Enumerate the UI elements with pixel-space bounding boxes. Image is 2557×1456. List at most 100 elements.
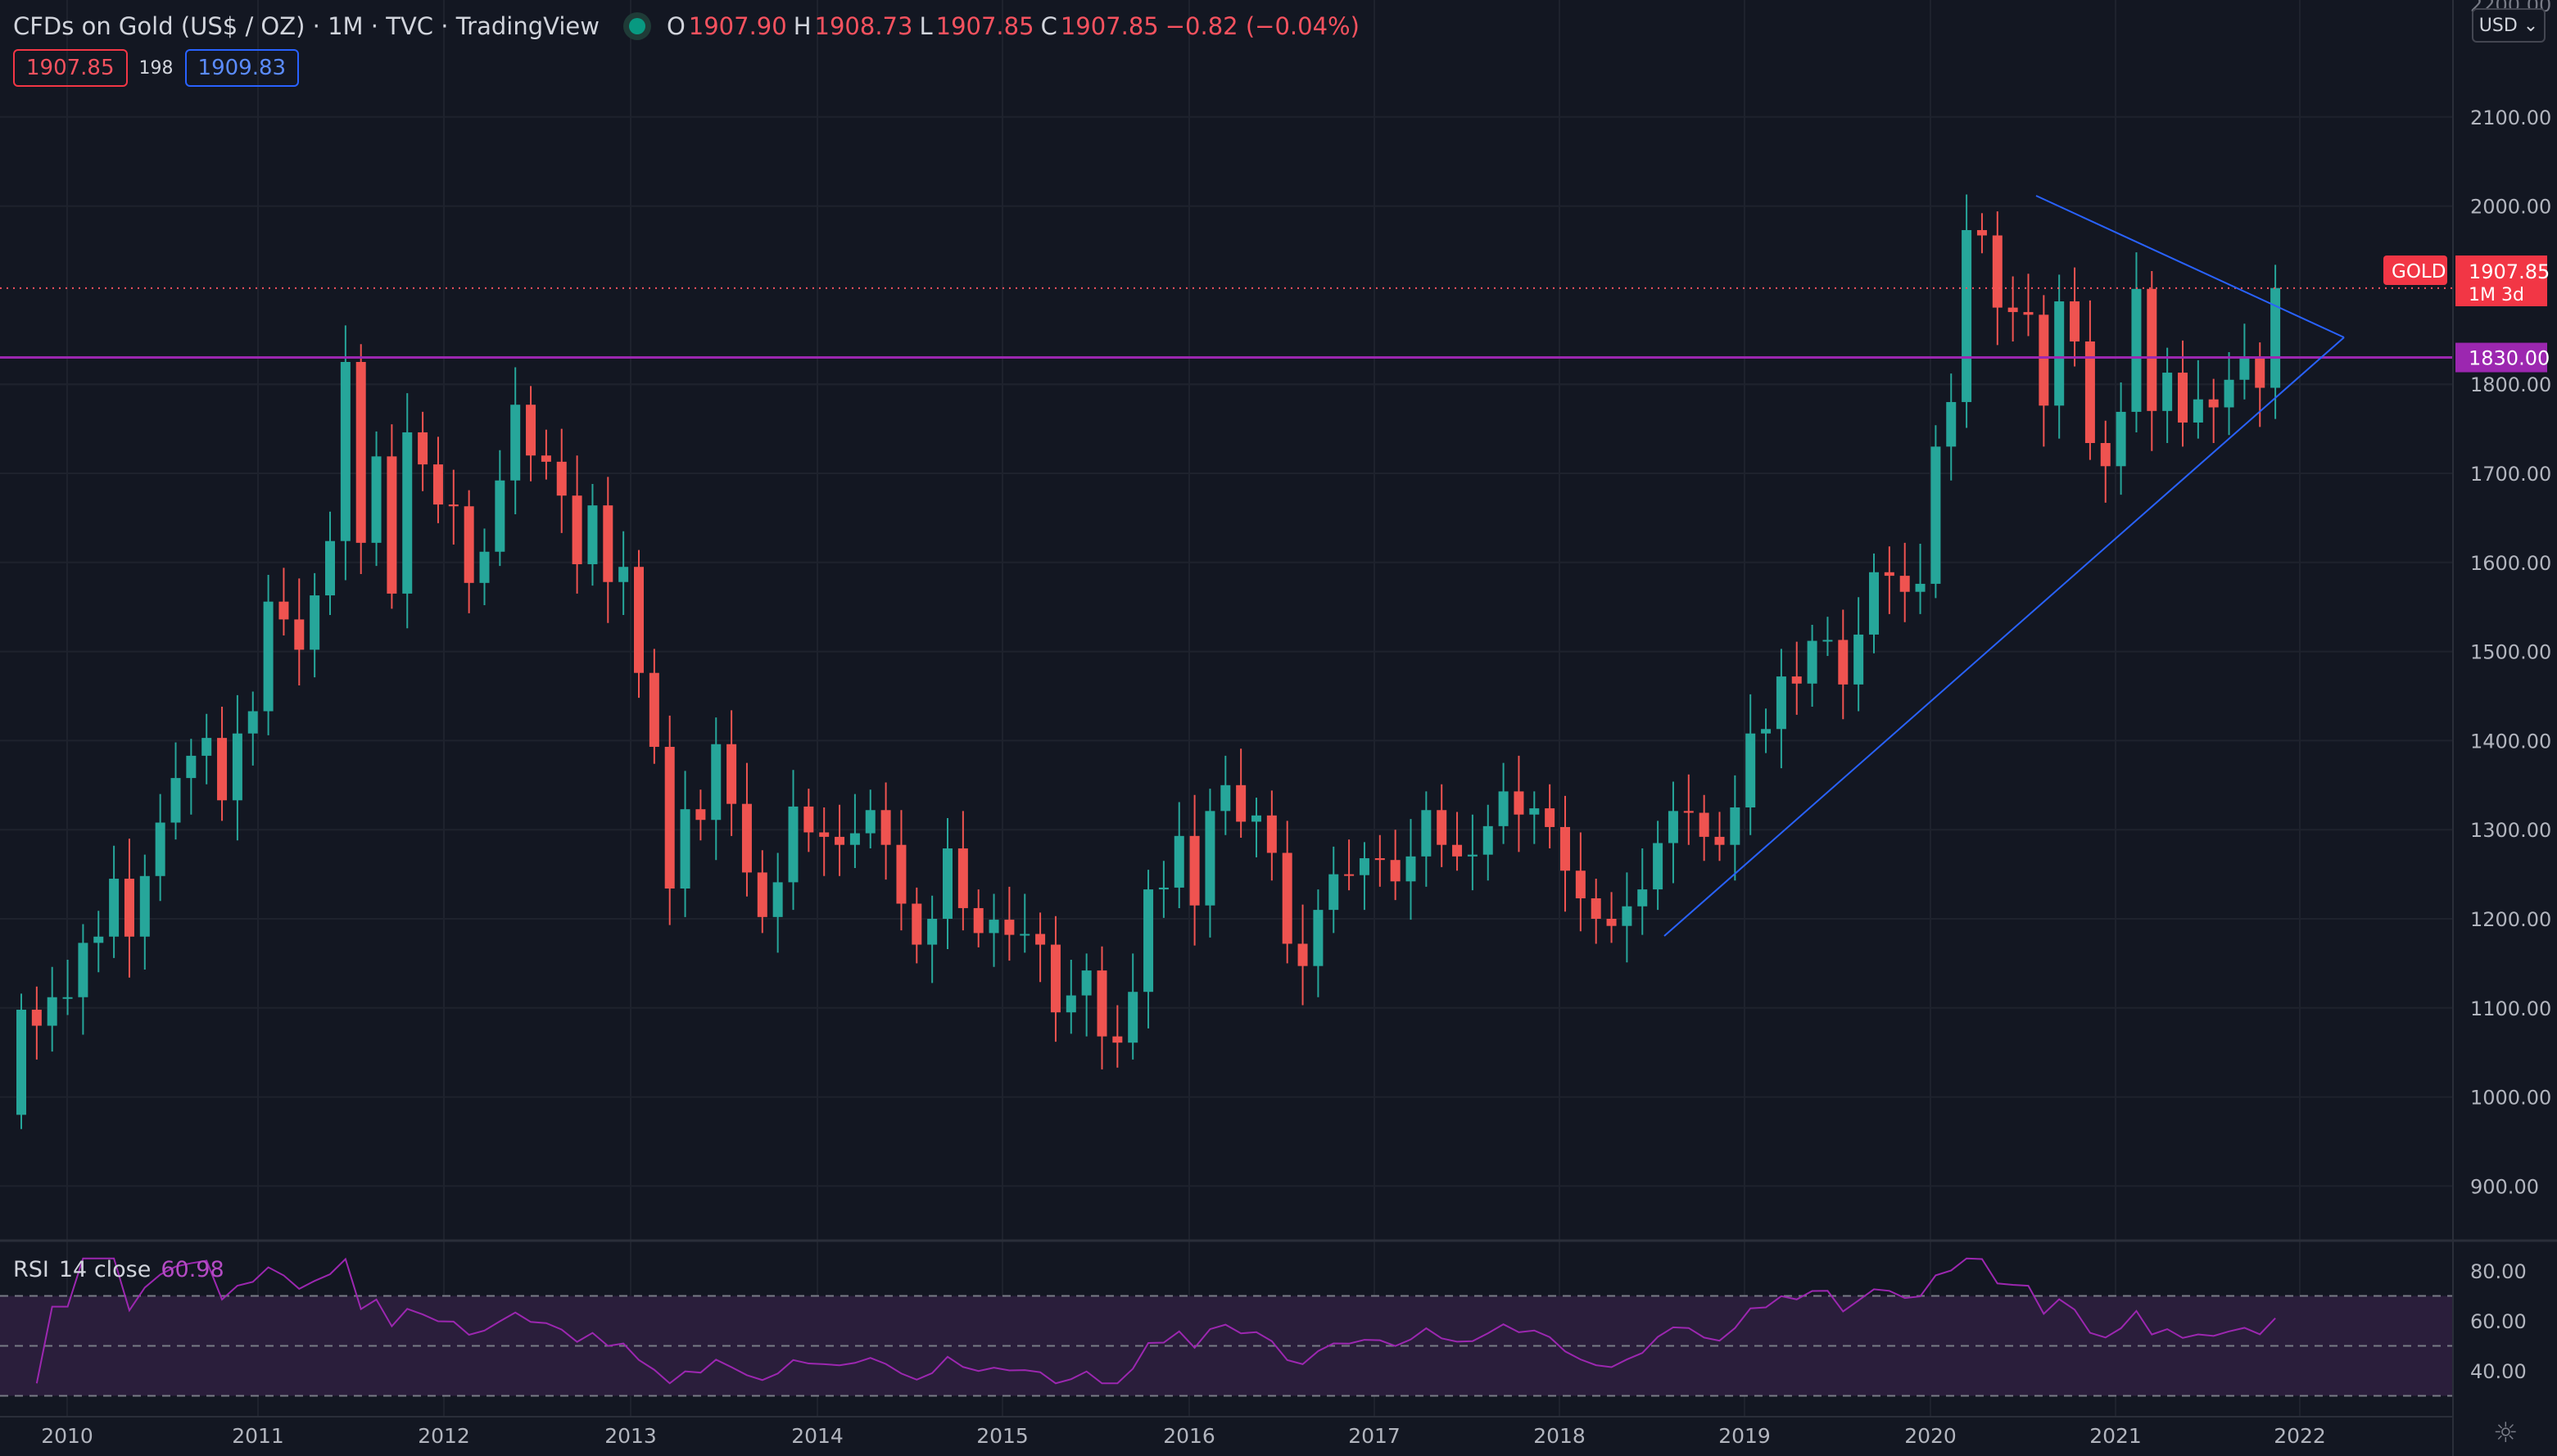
candle-body	[247, 711, 258, 734]
candle-body	[1699, 812, 1709, 837]
candle-body	[726, 744, 737, 804]
candle-body	[957, 848, 968, 908]
time-axis-label: 2017	[1348, 1424, 1401, 1448]
candle-body	[2131, 288, 2142, 412]
time-axis-label: 2021	[2089, 1424, 2142, 1448]
symbol-title[interactable]: CFDs on Gold (US$ / OZ) · 1M · TVC · Tra…	[13, 12, 600, 40]
candle-body	[170, 778, 181, 823]
candle-body	[664, 747, 675, 889]
candle-body	[495, 480, 505, 552]
candle-body	[1606, 919, 1617, 926]
last-price-value: 1907.85	[2469, 260, 2550, 283]
ascending-trendline	[1663, 337, 2345, 937]
candle-body	[1467, 854, 1478, 857]
candle-body	[2162, 373, 2173, 411]
market-status-icon[interactable]	[628, 18, 645, 34]
candle-body	[1359, 858, 1369, 875]
high-value: H 1908.73	[793, 12, 913, 40]
candle-body	[340, 362, 351, 541]
candle-body	[1992, 235, 2003, 308]
candle-body	[510, 405, 521, 481]
candle-body	[1899, 576, 1910, 592]
candle-body	[31, 1009, 42, 1026]
candle-body	[1791, 676, 1802, 684]
candle-body	[1653, 843, 1663, 890]
candle-body	[387, 456, 397, 594]
candle-body	[587, 505, 598, 564]
candle-body	[772, 882, 783, 917]
time-axis-label: 2014	[791, 1424, 844, 1448]
candle-body	[1236, 785, 1247, 822]
candle-body	[2255, 358, 2265, 388]
rsi-band	[0, 1295, 2453, 1397]
candle-body	[2147, 288, 2157, 411]
candle-body	[1529, 808, 1540, 815]
candle-body	[1266, 815, 1277, 853]
price-scale-label: 1800.00	[2470, 373, 2551, 396]
price-scale-label: 1700.00	[2470, 463, 2551, 486]
candle-body	[634, 567, 644, 673]
candle-body	[2178, 373, 2188, 423]
candle-body	[1498, 791, 1509, 826]
candle-body	[2084, 341, 2095, 444]
candle-body	[186, 755, 197, 779]
candle-body	[741, 803, 752, 873]
candle-body	[1761, 729, 1772, 734]
currency-selector[interactable]: USD ⌄	[2472, 8, 2546, 43]
candle-body	[880, 810, 891, 845]
candle-body	[943, 848, 953, 919]
candle-body	[2270, 287, 2281, 388]
candle-body	[1282, 852, 1292, 944]
candle-body	[912, 903, 922, 945]
price-scale-label: 1100.00	[2470, 997, 2551, 1020]
candle-body	[278, 601, 289, 620]
candle-body	[1251, 815, 1261, 822]
candle-body	[201, 738, 212, 756]
candle-body	[649, 672, 659, 748]
candle-body	[418, 432, 428, 465]
time-axis-label: 2011	[232, 1424, 284, 1448]
time-axis-label: 2015	[976, 1424, 1029, 1448]
candle-body	[1915, 583, 1926, 592]
candle-body	[1591, 898, 1601, 919]
candle-body	[62, 997, 73, 999]
bar-countdown: 1M 3d	[2469, 285, 2524, 305]
sell-price-button[interactable]: 1907.85	[13, 49, 128, 87]
candle-body	[1035, 934, 1046, 945]
theme-toggle-icon[interactable]: ☼	[2493, 1417, 2519, 1449]
candle-body	[371, 456, 382, 543]
candle-body	[155, 822, 165, 876]
buy-price-button[interactable]: 1909.83	[184, 49, 300, 87]
candle-body	[1050, 944, 1061, 1013]
candle-body	[2054, 301, 2065, 406]
candle-body	[1421, 810, 1432, 857]
candle-body	[1313, 910, 1324, 966]
candle-body	[1158, 887, 1169, 890]
candle-body	[47, 997, 57, 1026]
candle-body	[2023, 312, 2034, 315]
price-scale-label: 1400.00	[2470, 730, 2551, 753]
candle-body	[1097, 970, 1107, 1037]
rsi-legend[interactable]: RSI 14 close 60.98	[13, 1257, 224, 1282]
candle-body	[1374, 858, 1385, 861]
candle-body	[618, 567, 629, 582]
candle-body	[1004, 920, 1015, 935]
chevron-down-icon: ⌄	[2523, 15, 2539, 36]
candle-body	[1328, 874, 1339, 911]
candle-body	[402, 432, 413, 594]
rsi-scale-label: 40.00	[2470, 1360, 2527, 1383]
candle-body	[294, 619, 305, 650]
candle-body	[1622, 906, 1632, 926]
candle-body	[541, 455, 551, 462]
candle-body	[1822, 640, 1833, 642]
candle-body	[1946, 401, 1957, 447]
candle-body	[1853, 634, 1864, 685]
candlestick-series	[16, 194, 2281, 1129]
candle-body	[526, 405, 536, 456]
candle-body	[1297, 943, 1308, 966]
candle-body	[355, 362, 366, 543]
rsi-line	[35, 1257, 2276, 1385]
price-scale-label: 1000.00	[2470, 1087, 2551, 1110]
candle-body	[1452, 844, 1463, 857]
